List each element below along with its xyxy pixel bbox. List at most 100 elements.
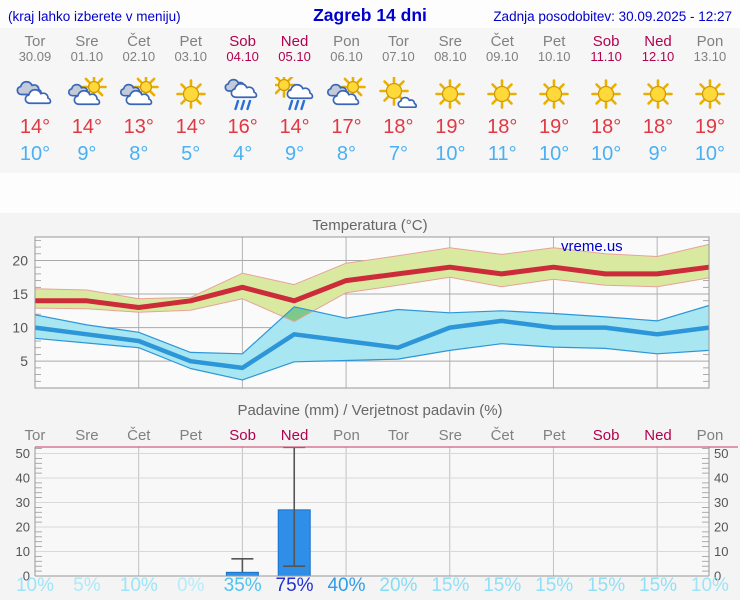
partly-cloudy-icon [119,74,159,113]
watermark-link[interactable]: vreme.us [561,238,623,255]
mostly-sunny-icon [378,76,418,113]
day-name: Ned [280,33,309,50]
day-name: Pon [333,33,360,50]
precip-probability: 10% [119,575,158,596]
precip-day-label: Čet [490,427,514,444]
sunny-icon [690,77,730,113]
day-date: 04.10 [226,49,259,64]
max-temperature: 18° [487,116,518,138]
day-name: Tor [387,33,409,50]
max-temperature: 14° [175,116,206,138]
day-date: 03.10 [174,49,207,64]
precip-day-label: Sob [592,427,620,444]
day-date: 02.10 [122,49,156,64]
day-date: 05.10 [278,49,311,64]
day-column: Pet 10.10 19° 10° [528,28,580,173]
svg-text:40: 40 [16,471,30,486]
max-temperature: 17° [331,116,362,138]
day-date: 01.10 [70,49,104,64]
svg-text:0: 0 [23,569,30,584]
sunny-icon [482,77,522,113]
last-updated: Zadnja posodobitev: 30.09.2025 - 12:27 [493,9,732,24]
day-name: Čet [127,33,151,50]
svg-text:10: 10 [12,320,28,336]
min-temperature: 10° [694,143,726,165]
day-column: Pon 06.10 17° 8° [321,28,373,173]
day-column: Sre 01.10 14° 9° [61,28,113,173]
min-temperature: 4° [233,143,253,165]
min-temperature: 7° [388,143,408,165]
min-temperature: 8° [336,143,357,165]
min-temperature: 10° [19,143,51,165]
precip-day-label: Sre [75,427,99,444]
cloudy-icon [15,77,55,113]
svg-text:30: 30 [714,495,728,510]
day-column: Sob 11.10 18° 10° [580,28,632,173]
day-column: Čet 02.10 13° 8° [113,28,165,173]
day-name: Pet [179,33,202,50]
day-column: Čet 09.10 18° 11° [476,28,528,173]
day-name: Čet [490,33,514,50]
svg-text:20: 20 [714,520,728,535]
precip-day-label: Pon [333,427,360,444]
precip-probability: 0% [176,575,205,596]
precip-day-label: Pet [179,427,202,444]
svg-text:50: 50 [16,446,30,461]
precip-day-label: Čet [127,427,151,444]
day-date: 06.10 [330,49,363,64]
svg-text:10: 10 [714,544,728,559]
precipitation-chart-title: Padavine (mm) / Verjetnost padavin (%) [237,402,503,419]
precip-day-label: Tor [387,427,409,444]
precip-probability: 10% [690,575,729,596]
precip-probability: 40% [327,575,366,596]
sunny-icon [171,77,211,113]
day-name: Sre [75,33,99,50]
sunny-icon [586,77,626,113]
day-date: 13.10 [693,49,727,64]
day-name: Sob [592,33,620,50]
day-column: Ned 05.10 14° 9° [269,28,321,173]
precip-probability: 15% [587,575,626,596]
max-temperature: 18° [383,116,414,138]
min-temperature: 9° [648,143,668,165]
precip-day-label: Sob [229,427,256,444]
precip-probability: 10% [15,575,54,596]
sunny-icon [534,77,574,113]
svg-text:5: 5 [20,353,28,369]
svg-text:50: 50 [714,446,728,461]
min-temperature: 5° [181,143,201,165]
day-date: 30.09 [18,49,52,64]
precip-probability: 5% [73,575,101,596]
page-title: Zagreb 14 dni [313,5,427,25]
day-date: 10.10 [537,49,571,64]
precip-probability: 15% [535,575,574,596]
day-date: 08.10 [434,49,467,64]
max-temperature: 19° [435,116,466,138]
max-temperature: 19° [694,116,726,138]
day-name: Ned [644,33,672,50]
day-column: Sre 08.10 19° 10° [424,28,476,173]
day-name: Sob [229,33,256,50]
precip-probability: 15% [483,575,522,596]
max-temperature: 14° [19,116,51,138]
max-temperature: 14° [71,116,102,138]
day-column: Tor 30.09 14° 10° [9,28,61,173]
day-date: 11.10 [590,49,622,64]
min-temperature: 8° [129,143,149,165]
temperature-chart: 5 10 15 20 [12,236,710,389]
max-temperature: 16° [227,116,258,138]
temperature-chart-title: Temperatura (°C) [312,217,428,234]
page-header: (kraj lahko izberete v meniju) Zagreb 14… [0,0,740,28]
day-date: 12.10 [641,49,675,64]
partly-cloudy-icon [67,74,107,113]
svg-text:10: 10 [16,544,30,559]
precip-day-label: Tor [24,427,46,444]
max-temperature: 18° [642,116,674,138]
precipitation-chart: 0 0 10 10 20 20 30 30 40 40 50 50 [16,446,738,584]
max-temperature: 14° [279,116,310,138]
day-name: Tor [24,33,46,50]
day-name: Pet [542,33,566,50]
svg-text:15: 15 [12,286,28,302]
day-name: Sre [438,33,462,50]
day-column: Sob 04.10 16° 4° [217,28,269,173]
